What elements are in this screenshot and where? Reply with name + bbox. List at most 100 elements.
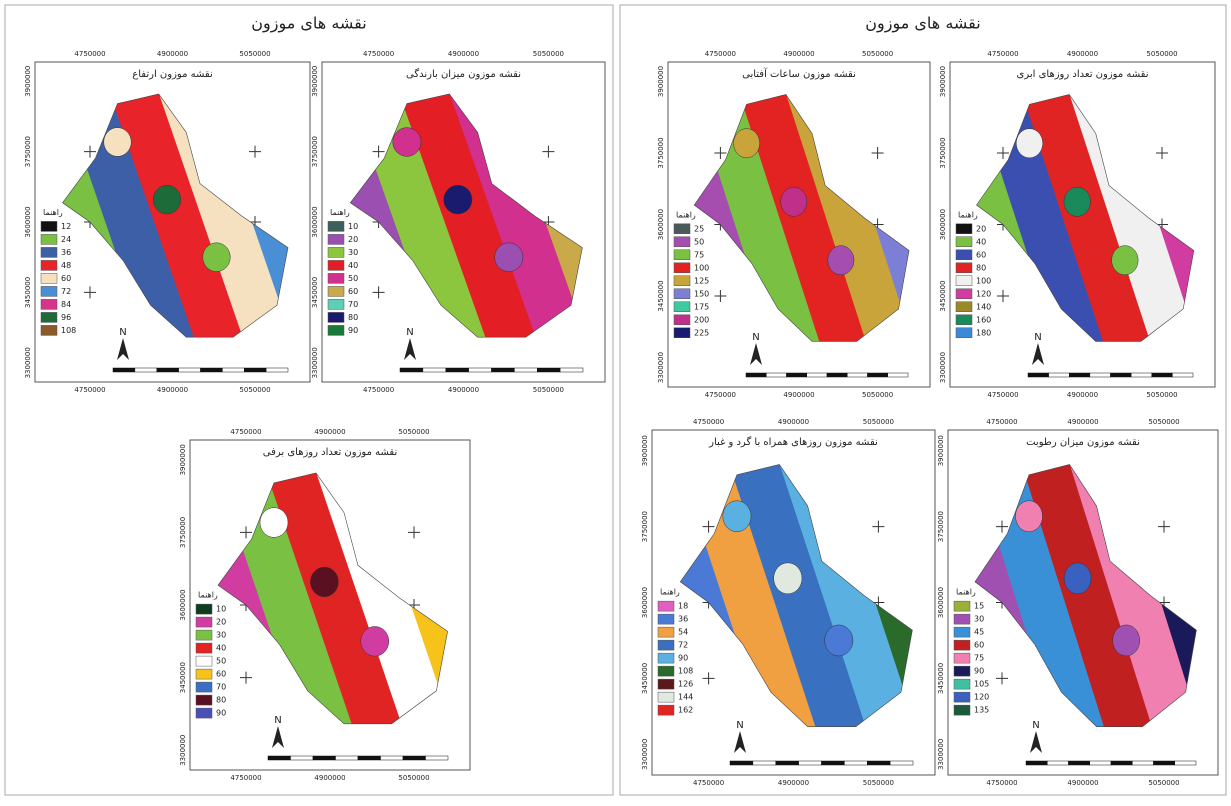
legend-label: 36	[61, 248, 71, 257]
legend-swatch	[196, 630, 212, 640]
scale-bar	[766, 373, 786, 377]
legend-label: 18	[678, 602, 688, 611]
scale-bar	[1069, 373, 1090, 377]
legend-label: 10	[216, 605, 226, 614]
legend-label: 105	[974, 680, 989, 689]
zone-spot	[734, 129, 760, 158]
y-coordinate-label: 3900000	[311, 66, 319, 97]
legend-swatch	[658, 679, 674, 689]
scale-bar	[403, 756, 426, 760]
legend-label: 60	[348, 287, 358, 296]
legend-swatch	[674, 263, 690, 273]
scale-bar	[827, 373, 847, 377]
scale-bar	[1090, 373, 1111, 377]
map-title: نقشه موزون ساعات آفتابی	[742, 67, 856, 80]
scale-bar	[157, 368, 179, 372]
scale-bar	[446, 368, 469, 372]
legend-label: 24	[61, 235, 71, 244]
zone-spot	[1112, 246, 1139, 275]
scale-bar	[847, 373, 867, 377]
map-title: نقشه موزون ارتفاع	[132, 69, 212, 80]
scale-bar	[222, 368, 244, 372]
legend-swatch	[658, 627, 674, 637]
scale-bar	[822, 761, 845, 765]
legend-swatch	[674, 315, 690, 325]
legend-swatch	[674, 302, 690, 312]
legend-swatch	[674, 237, 690, 247]
scale-bar	[514, 368, 537, 372]
y-coordinate-label: 3900000	[937, 435, 945, 466]
zone-spot	[723, 501, 751, 532]
x-coordinate-label: 4900000	[448, 386, 479, 394]
scale-bar	[746, 373, 766, 377]
legend-swatch	[328, 221, 344, 231]
legend-swatch	[328, 299, 344, 309]
legend-swatch	[674, 250, 690, 260]
legend-label: 50	[348, 274, 358, 283]
legend-label: 75	[694, 250, 704, 259]
legend-swatch	[954, 653, 970, 663]
legend-title: راهنما	[958, 210, 978, 219]
legend-swatch	[196, 708, 212, 718]
scale-bar	[492, 368, 515, 372]
north-label: N	[1034, 332, 1041, 343]
legend-label: 72	[678, 641, 688, 650]
legend-swatch	[954, 601, 970, 611]
x-coordinate-label: 4750000	[693, 779, 724, 787]
scale-bar	[787, 373, 807, 377]
legend-label: 100	[694, 263, 709, 272]
y-coordinate-label: 3300000	[179, 735, 187, 766]
zone-spot	[1016, 501, 1043, 532]
zone-spot	[444, 185, 472, 214]
scale-bar	[201, 368, 223, 372]
legend-label: 30	[974, 615, 984, 624]
legend-label: 135	[974, 706, 989, 715]
x-coordinate-label: 4900000	[778, 779, 809, 787]
y-coordinate-label: 3750000	[179, 517, 187, 548]
x-coordinate-label: 5050000	[1148, 779, 1179, 787]
legend-title: راهنما	[330, 208, 350, 217]
legend-label: 225	[694, 328, 709, 337]
legend-swatch	[196, 604, 212, 614]
scale-bar	[336, 756, 359, 760]
legend-label: 70	[216, 683, 226, 692]
y-coordinate-label: 3300000	[937, 739, 945, 770]
legend-swatch	[658, 666, 674, 676]
legend-label: 30	[216, 631, 226, 640]
legend-label: 20	[216, 618, 226, 627]
x-coordinate-label: 4900000	[157, 386, 188, 394]
x-coordinate-label: 5050000	[398, 428, 429, 436]
scale-bar	[807, 373, 827, 377]
scale-bar	[1175, 761, 1196, 765]
legend-swatch	[328, 325, 344, 335]
legend-swatch	[41, 273, 57, 283]
x-coordinate-label: 5050000	[863, 779, 894, 787]
legend-label: 20	[348, 235, 358, 244]
y-coordinate-label: 3900000	[657, 66, 665, 97]
legend-label: 180	[976, 328, 991, 337]
y-coordinate-label: 3750000	[939, 137, 947, 168]
scale-bar	[113, 368, 135, 372]
legend-swatch	[328, 286, 344, 296]
y-coordinate-label: 3600000	[311, 206, 319, 237]
y-coordinate-label: 3600000	[24, 206, 32, 237]
y-coordinate-label: 3450000	[939, 280, 947, 311]
scale-bar	[868, 373, 888, 377]
legend-swatch	[956, 328, 972, 338]
scale-bar	[1152, 373, 1173, 377]
scale-bar	[1090, 761, 1111, 765]
legend-label: 90	[974, 667, 984, 676]
legend-swatch	[954, 666, 970, 676]
x-coordinate-label: 5050000	[1146, 50, 1177, 58]
legend-label: 50	[216, 657, 226, 666]
map-title: نقشه موزون میزان رطوبت	[1026, 437, 1140, 448]
x-coordinate-label: 5050000	[1146, 391, 1177, 399]
legend-swatch	[328, 247, 344, 257]
scale-bar	[469, 368, 492, 372]
x-coordinate-label: 4750000	[986, 418, 1017, 426]
legend-label: 54	[678, 628, 688, 637]
scale-bar	[1154, 761, 1175, 765]
legend-label: 80	[216, 696, 226, 705]
x-coordinate-label: 4900000	[1067, 50, 1098, 58]
legend-swatch	[956, 237, 972, 247]
